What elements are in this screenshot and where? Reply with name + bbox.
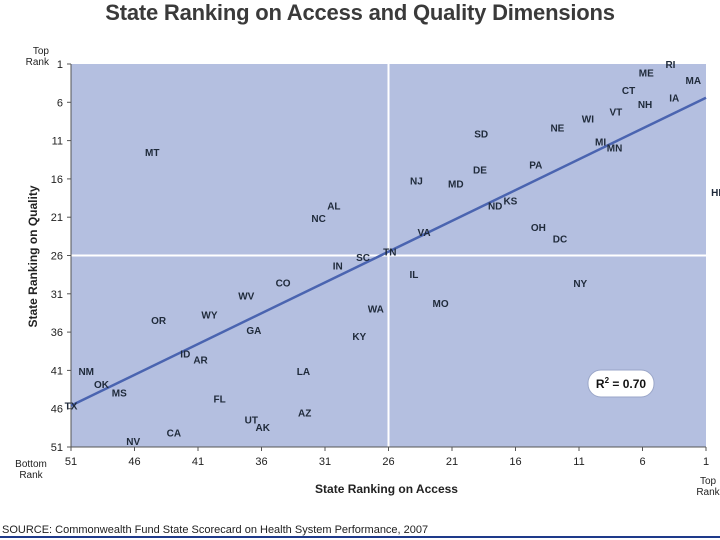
state-point-sc: SC — [356, 253, 370, 264]
y-tick-label: 16 — [51, 174, 63, 186]
y-tick-label: 21 — [51, 212, 63, 224]
state-point-ia: IA — [669, 94, 679, 105]
x-top-rank-label: Top — [700, 476, 717, 487]
state-point-nd: ND — [488, 202, 502, 213]
state-point-tn: TN — [383, 248, 396, 259]
state-point-mo: MO — [433, 299, 449, 310]
x-tick-label: 46 — [128, 456, 140, 468]
x-tick-label: 51 — [65, 456, 77, 468]
x-bottom-rank-label: Bottom — [15, 459, 47, 470]
x-axis-title: State Ranking on Access — [315, 482, 458, 496]
state-point-sd: SD — [474, 130, 488, 141]
page-title: State Ranking on Access and Quality Dime… — [105, 0, 615, 25]
state-point-va: VA — [417, 228, 430, 239]
state-point-wy: WY — [201, 310, 217, 321]
y-tick-label: 51 — [51, 442, 63, 454]
state-point-ny: NY — [573, 279, 587, 290]
state-point-me: ME — [639, 68, 654, 79]
x-tick-label: 26 — [382, 456, 394, 468]
state-point-ms: MS — [112, 389, 127, 400]
state-point-wv: WV — [238, 291, 254, 302]
x-tick-label: 36 — [255, 456, 267, 468]
y-tick-label: 31 — [51, 289, 63, 301]
x-tick-label: 41 — [192, 456, 204, 468]
state-point-ga: GA — [246, 326, 261, 337]
state-point-ma: MA — [686, 76, 702, 87]
state-point-id: ID — [180, 350, 190, 361]
y-tick-label: 26 — [51, 251, 63, 263]
state-point-mt: MT — [145, 148, 159, 159]
x-tick-label: 16 — [509, 456, 521, 468]
state-point-nc: NC — [311, 214, 325, 225]
state-point-ok: OK — [94, 380, 110, 391]
state-point-ca: CA — [167, 428, 181, 439]
y-axis-title: State Ranking on Quality — [26, 185, 40, 327]
state-point-ne: NE — [550, 124, 564, 135]
state-point-dc: DC — [553, 235, 567, 246]
x-top-rank-label: Rank — [696, 487, 720, 498]
state-point-ky: KY — [352, 332, 366, 343]
r-squared-box — [587, 369, 655, 398]
x-bottom-rank-label: Rank — [19, 470, 43, 481]
bottom-divider — [0, 536, 720, 538]
y-tick-label: 46 — [51, 404, 63, 416]
state-point-il: IL — [409, 270, 418, 281]
state-point-mn: MN — [607, 143, 623, 154]
state-point-hi: HI — [711, 188, 720, 199]
x-tick-label: 6 — [639, 456, 645, 468]
state-point-oh: OH — [531, 223, 546, 234]
y-top-rank-label: Rank — [26, 57, 50, 68]
state-point-nm: NM — [78, 367, 94, 378]
state-point-la: LA — [297, 367, 310, 378]
x-tick-label: 31 — [319, 456, 331, 468]
state-point-nv: NV — [126, 437, 140, 448]
state-point-tx: TX — [65, 402, 78, 413]
state-point-or: OR — [151, 316, 167, 327]
state-point-wa: WA — [368, 304, 384, 315]
state-point-mi: MI — [595, 137, 606, 148]
state-point-de: DE — [473, 166, 487, 177]
x-tick-label: 1 — [703, 456, 709, 468]
state-point-ct: CT — [622, 86, 635, 97]
state-point-ut: UT — [245, 415, 258, 426]
source-note: SOURCE: Commonwealth Fund State Scorecar… — [2, 524, 429, 536]
state-point-az: AZ — [298, 409, 311, 420]
state-point-ri: RI — [665, 60, 675, 71]
x-tick-label: 21 — [446, 456, 458, 468]
y-tick-label: 6 — [57, 97, 63, 109]
state-point-fl: FL — [213, 395, 225, 406]
y-tick-label: 11 — [52, 136, 63, 148]
y-tick-label: 36 — [51, 327, 63, 339]
state-point-nj: NJ — [410, 176, 423, 187]
x-tick-label: 11 — [573, 456, 584, 468]
r-squared-annotation: R2 = 0.70 — [596, 376, 646, 391]
state-point-md: MD — [448, 179, 464, 190]
y-top-rank-label: Top — [33, 46, 50, 57]
state-point-nh: NH — [638, 100, 652, 111]
state-point-ar: AR — [193, 356, 208, 367]
trend-line — [70, 96, 707, 407]
y-tick-label: 41 — [51, 365, 63, 377]
state-point-ks: KS — [503, 196, 517, 207]
state-point-co: CO — [276, 278, 291, 289]
state-point-pa: PA — [529, 160, 542, 171]
state-point-ak: AK — [256, 423, 271, 434]
state-point-wi: WI — [582, 114, 594, 125]
state-point-al: AL — [327, 202, 340, 213]
state-point-vt: VT — [609, 107, 622, 118]
state-point-in: IN — [333, 261, 343, 272]
y-tick-label: 1 — [57, 59, 63, 71]
